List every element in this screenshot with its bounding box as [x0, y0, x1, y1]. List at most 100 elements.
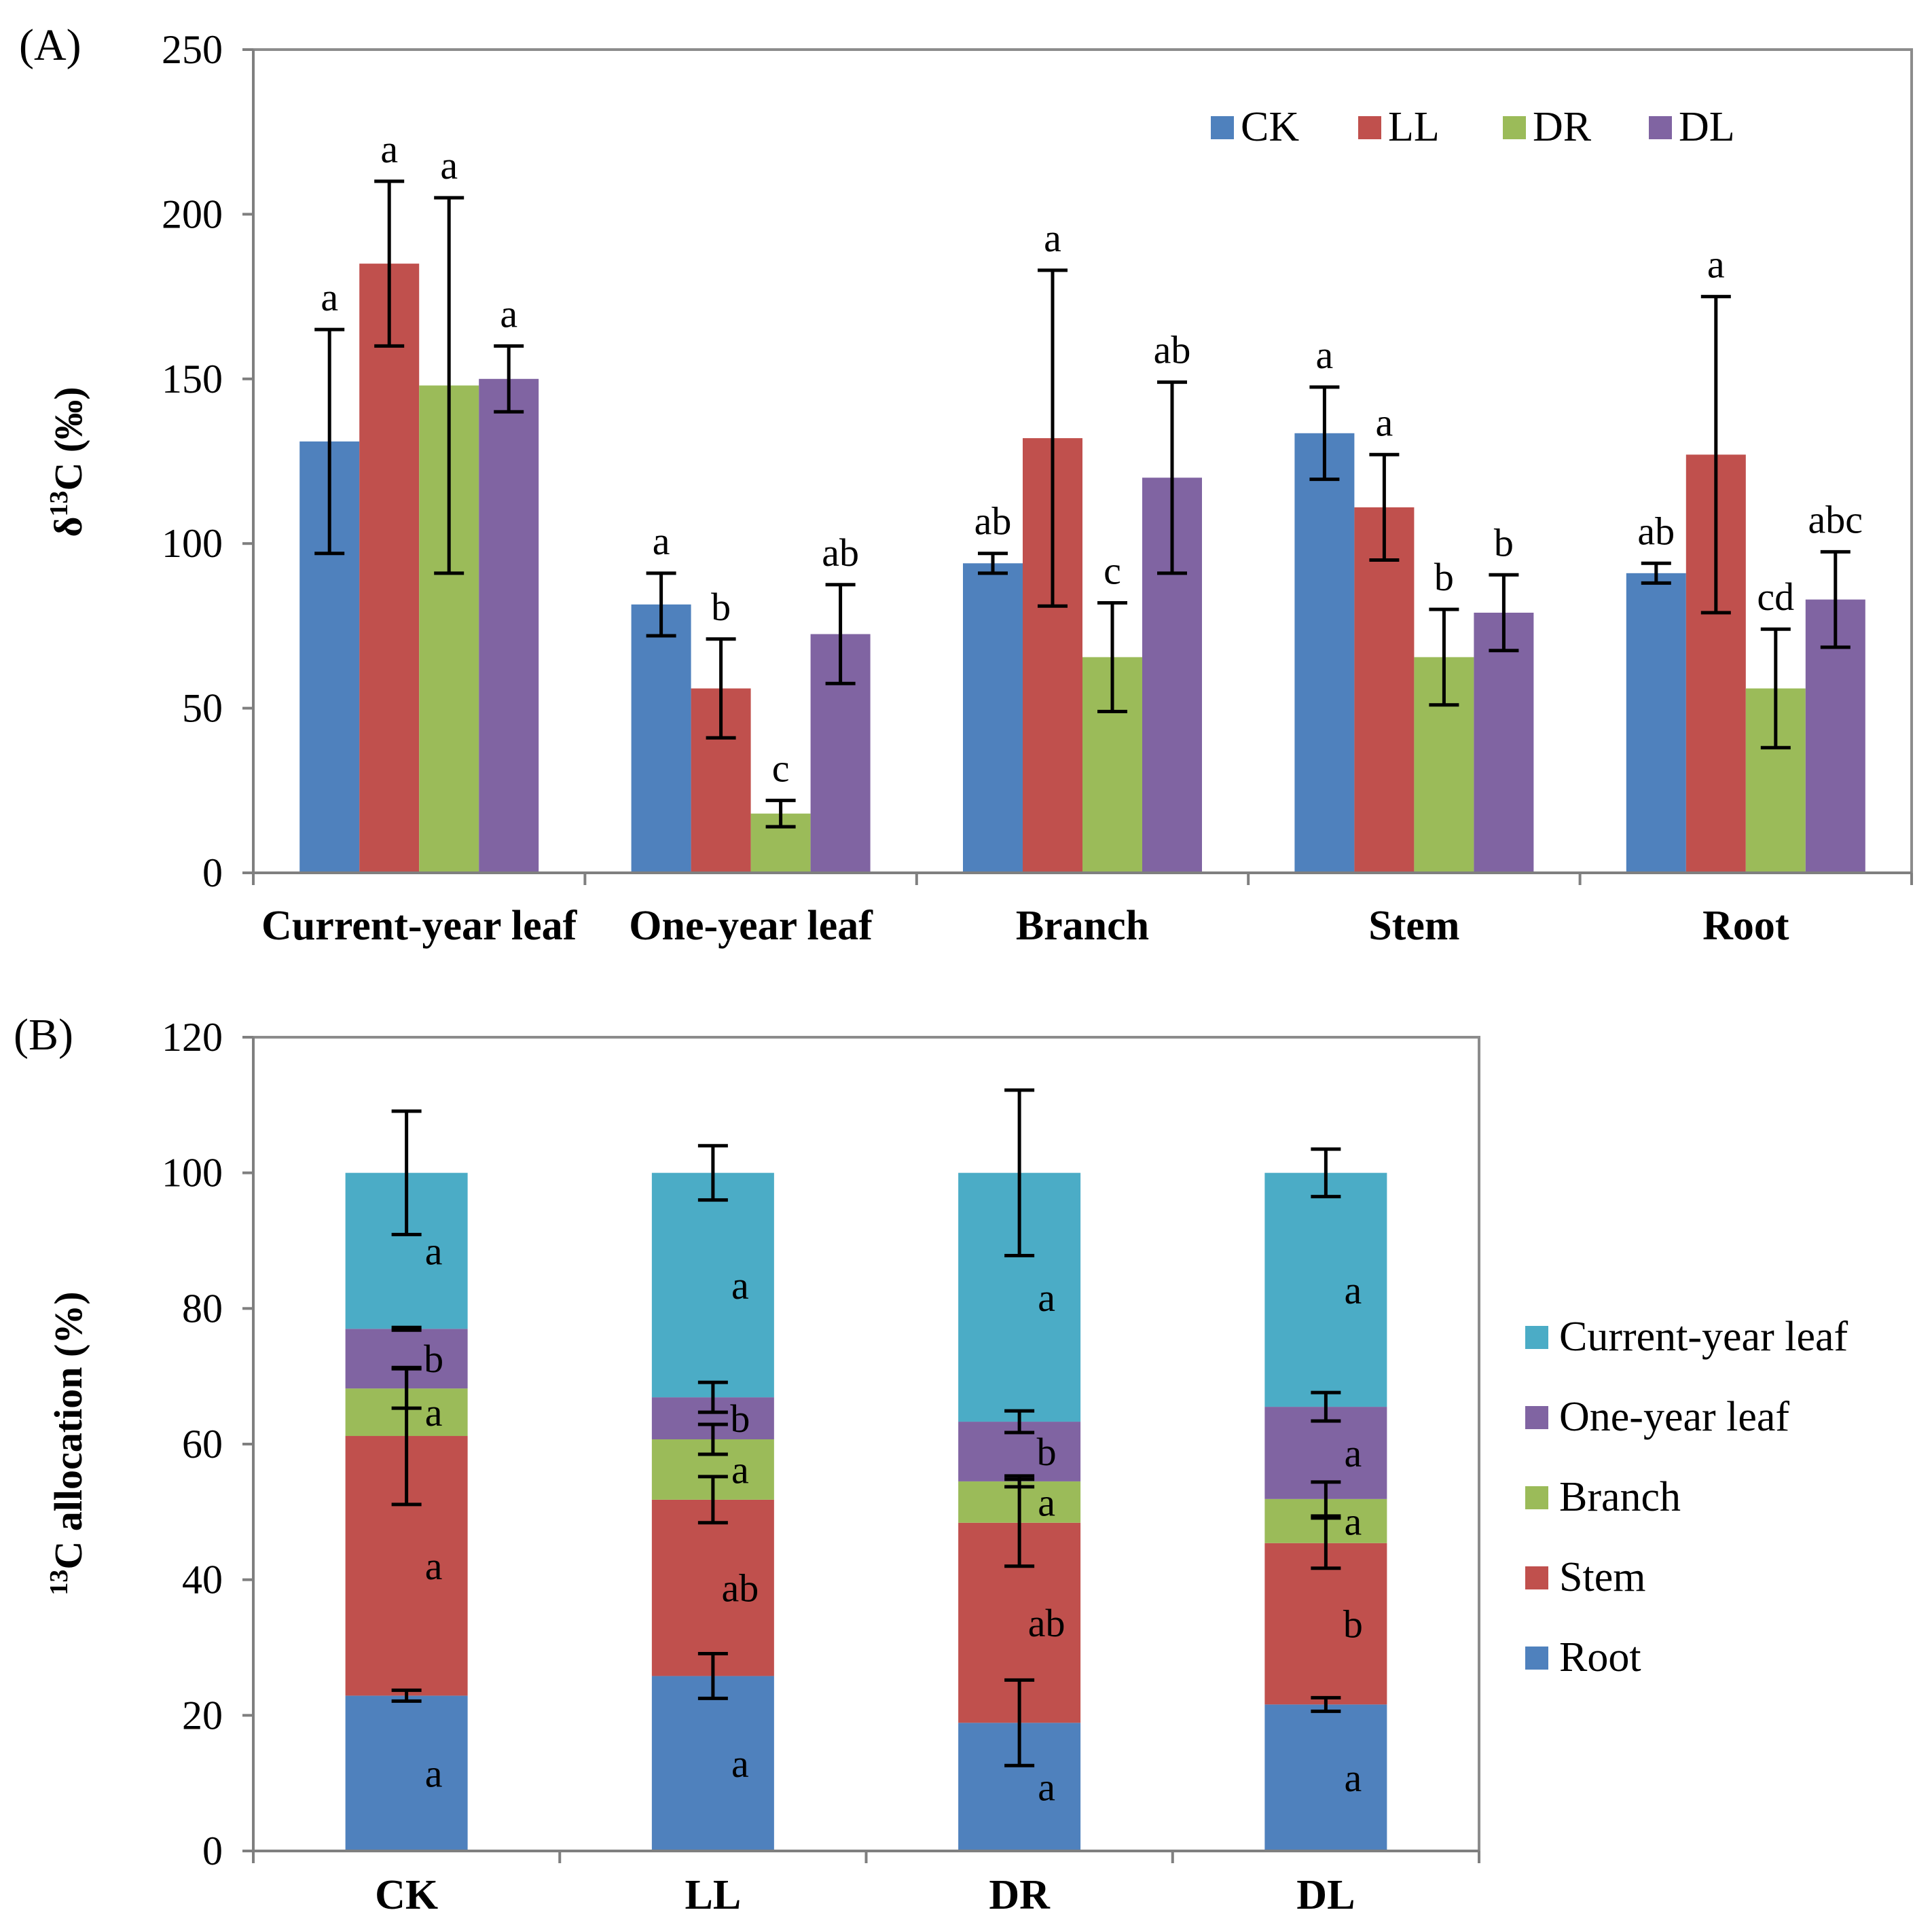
significance-letter-one-year-leaf-ck: a: [653, 519, 670, 563]
significance-letter-root-ll: a: [1707, 242, 1725, 287]
significance-letter-stem-ck: a: [1316, 333, 1334, 377]
panel-a-y-tick-label: 100: [162, 521, 223, 566]
panel-b-y-axis-title: 13C allocation (%): [45, 1291, 90, 1595]
significance-letter-root-ck: ab: [1637, 509, 1675, 553]
panel-b-legend: Current-year leaf One-year leaf Branch Stem…: [1525, 1314, 1848, 1680]
legend-swatch-current-year-leaf: [1525, 1326, 1548, 1349]
significance-letter-dr-root: a: [1038, 1765, 1055, 1810]
legend-swatch-ck: [1211, 116, 1234, 139]
panel-a-y-axis-title: δ13C (‰): [45, 386, 90, 537]
significance-letter-dl-stem: b: [1343, 1602, 1363, 1647]
x-tick-label-ck: CK: [375, 1872, 438, 1918]
legend-label-ck: CK: [1241, 104, 1299, 150]
significance-letter-ck-one-year-leaf: b: [424, 1337, 443, 1381]
legend-swatch-dl: [1649, 116, 1672, 139]
panel-b-y-tick-label: 80: [182, 1286, 223, 1331]
segment-ll-current-year-leaf: [651, 1172, 774, 1398]
legend-label-stem: Stem: [1559, 1554, 1645, 1600]
panel-a-x-axis: Current-year leaf One-year leaf Branch Stem…: [252, 871, 1913, 949]
significance-letter-dl-branch: a: [1345, 1499, 1362, 1543]
bar-stem-dl: [1474, 613, 1534, 873]
panel-a-y-tick-label: 0: [202, 850, 223, 895]
significance-letter-ll-one-year-leaf: b: [730, 1397, 750, 1441]
legend-swatch-root: [1525, 1647, 1548, 1670]
significance-letter-current-year-leaf-ll: a: [380, 127, 398, 171]
significance-letter-ll-current-year-leaf: a: [731, 1263, 749, 1308]
legend-label-branch: Branch: [1559, 1474, 1681, 1520]
x-tick-label-branch: Branch: [1016, 903, 1149, 949]
significance-letter-dr-current-year-leaf: a: [1038, 1276, 1055, 1320]
legend-swatch-one-year-leaf: [1525, 1406, 1548, 1429]
bar-stem-ck: [1294, 433, 1355, 873]
significance-letter-ck-current-year-leaf: a: [425, 1229, 443, 1273]
significance-letter-branch-dr: c: [1104, 548, 1121, 592]
legend-swatch-branch: [1525, 1486, 1548, 1509]
significance-letter-one-year-leaf-dl: ab: [822, 530, 859, 575]
significance-letter-dr-stem: ab: [1028, 1601, 1065, 1645]
significance-letter-root-dl: abc: [1808, 497, 1863, 541]
legend-label-root: Root: [1559, 1634, 1641, 1680]
x-tick-label-root: Root: [1702, 903, 1789, 949]
segment-dl-root: [1264, 1704, 1387, 1851]
bar-current-year-leaf-dl: [479, 378, 539, 873]
significance-letter-current-year-leaf-dl: a: [500, 291, 517, 336]
significance-letter-dr-branch: a: [1038, 1480, 1055, 1524]
segment-ll-stem: [651, 1499, 774, 1676]
significance-letter-ll-root: a: [731, 1742, 749, 1786]
panel-a-error-bars: [314, 179, 1851, 829]
legend-label-current-year-leaf: Current-year leaf: [1559, 1314, 1848, 1360]
panel-b-y-axis-title-sup: 13: [45, 1570, 73, 1596]
panel-b-y-tick-label: 100: [162, 1151, 223, 1195]
x-tick-label-one-year-leaf: One-year leaf: [629, 903, 873, 949]
x-tick-label-current-year-leaf: Current-year leaf: [261, 903, 578, 949]
significance-letter-branch-ll: a: [1044, 216, 1061, 260]
bar-one-year-leaf-ck: [631, 604, 691, 873]
significance-letter-ll-branch: a: [731, 1447, 749, 1492]
panel-b-y-tick-label: 20: [182, 1693, 223, 1738]
significance-letter-one-year-leaf-dr: c: [772, 746, 790, 790]
significance-letter-dl-root: a: [1345, 1756, 1362, 1800]
x-tick-label-stem: Stem: [1368, 903, 1459, 949]
x-tick-label-ll: LL: [685, 1872, 742, 1918]
panel-a-y-axis-title-sup: 13: [45, 490, 73, 516]
significance-letter-ll-stem: ab: [722, 1566, 759, 1611]
panel-a-y-tick-label: 200: [162, 192, 223, 236]
bar-stem-ll: [1354, 507, 1415, 873]
significance-letter-ck-stem: a: [425, 1544, 443, 1588]
significance-letter-stem-ll: a: [1376, 400, 1393, 444]
panel-b-y-tick-label: 120: [162, 1015, 223, 1060]
significance-letter-dl-current-year-leaf: a: [1345, 1268, 1362, 1312]
segment-ck-root: [345, 1695, 468, 1851]
significance-letter-one-year-leaf-ll: b: [711, 585, 731, 629]
panel-b-y-tick-label: 60: [182, 1422, 223, 1467]
significance-letter-ck-branch: a: [425, 1390, 443, 1435]
x-tick-label-dl: DL: [1296, 1872, 1355, 1918]
segment-ll-root: [651, 1676, 774, 1851]
panel-a-y-tick-label: 150: [162, 357, 223, 401]
panel-b-label: (B): [14, 1010, 73, 1060]
panel-b-y-axis-title-rest: C allocation (%): [46, 1291, 90, 1569]
legend-label-dr: DR: [1533, 104, 1592, 150]
panel-b-error-bars: [391, 1088, 1341, 1767]
bar-branch-ck: [963, 563, 1023, 873]
significance-letter-stem-dr: b: [1434, 555, 1454, 599]
significance-letter-current-year-leaf-ck: a: [321, 275, 338, 319]
significance-letter-stem-dl: b: [1494, 520, 1514, 564]
panel-a-y-ticks: 0 50 100 150 200 250: [162, 27, 255, 895]
panel-a-y-axis-title-rest: C (‰): [46, 386, 90, 490]
legend-label-dl: DL: [1679, 104, 1735, 150]
significance-letter-branch-ck: ab: [974, 499, 1012, 543]
significance-letter-current-year-leaf-dr: a: [440, 143, 458, 187]
panel-b-y-tick-label: 40: [182, 1558, 223, 1602]
significance-letter-ck-root: a: [425, 1752, 443, 1796]
significance-letter-branch-dl: ab: [1154, 328, 1191, 372]
panel-a-y-tick-label: 50: [182, 686, 223, 731]
significance-letter-dl-one-year-leaf: a: [1345, 1431, 1362, 1475]
panel-b-x-axis: CK LL DR DL: [252, 1850, 1480, 1918]
